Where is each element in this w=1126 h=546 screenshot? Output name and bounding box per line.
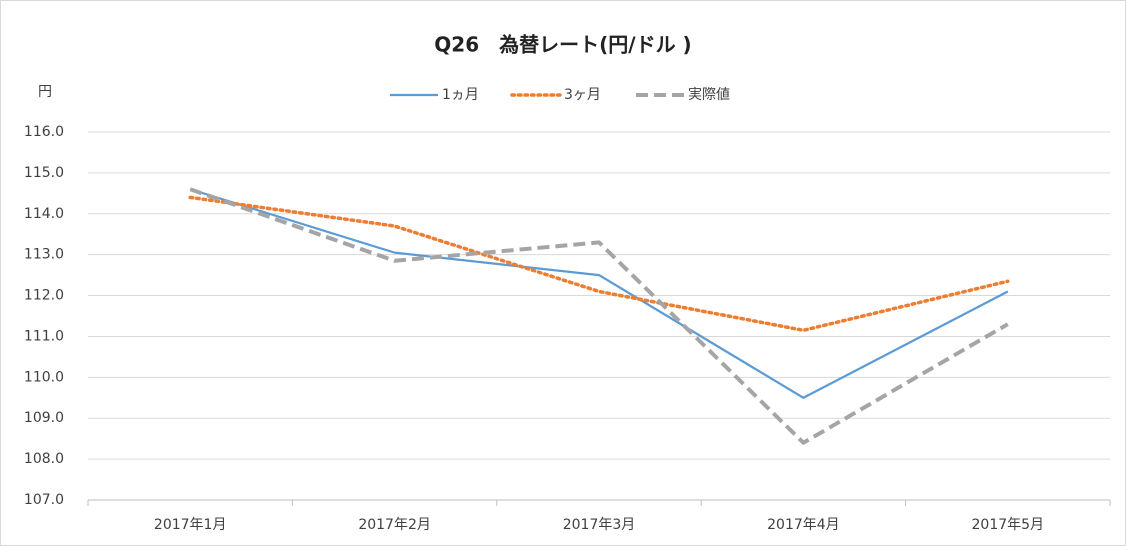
x-tick-label: 2017年2月: [358, 517, 431, 533]
y-tick-label: 115.0: [24, 165, 64, 181]
legend-label: 1ヵ月: [442, 87, 479, 103]
x-tick-label: 2017年5月: [972, 517, 1045, 533]
series-line: [189, 187, 1009, 445]
y-tick-label: 108.0: [24, 451, 64, 467]
y-tick-label: 113.0: [24, 247, 64, 263]
x-tick-label: 2017年1月: [154, 517, 227, 533]
y-tick-label: 112.0: [24, 288, 64, 304]
y-axis-label: 円: [38, 84, 52, 100]
y-tick-label: 114.0: [24, 206, 64, 222]
y-tick-label: 116.0: [24, 124, 64, 140]
y-tick-label: 109.0: [24, 410, 64, 426]
x-tick-label: 2017年3月: [563, 517, 636, 533]
y-tick-label: 107.0: [24, 492, 64, 508]
legend-label: 実際値: [688, 87, 730, 103]
legend-label: 3ヶ月: [564, 87, 601, 103]
series-line: [188, 195, 1010, 333]
series-line: [189, 188, 1009, 399]
chart-title: Q26 為替レート(円/ドル ): [434, 33, 691, 57]
y-tick-label: 111.0: [24, 328, 64, 344]
y-tick-label: 110.0: [24, 369, 64, 385]
x-tick-label: 2017年4月: [767, 517, 840, 533]
